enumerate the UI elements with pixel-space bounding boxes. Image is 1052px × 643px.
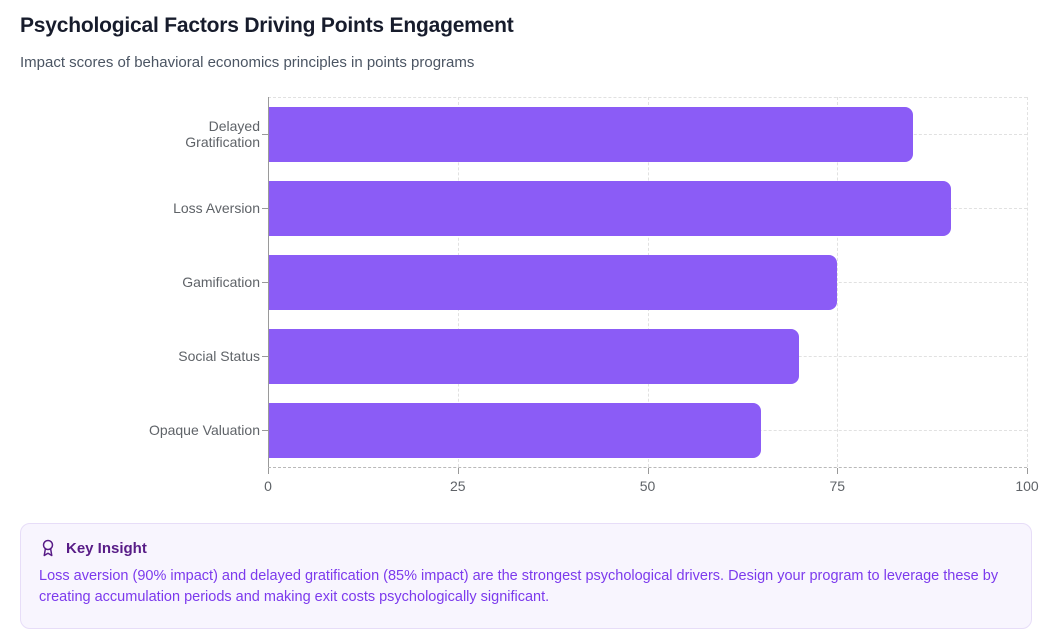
x-axis-label: 0 (264, 478, 272, 494)
page-title: Psychological Factors Driving Points Eng… (20, 14, 514, 37)
key-insight-text: Loss aversion (90% impact) and delayed g… (39, 568, 999, 605)
y-axis-tick (262, 208, 268, 209)
key-insight-title: Key Insight (66, 539, 147, 557)
y-axis-tick (262, 356, 268, 357)
page-subtitle: Impact scores of behavioral economics pr… (20, 54, 475, 71)
award-icon (39, 539, 57, 557)
y-axis-line (268, 97, 269, 473)
gridline-vertical (1027, 97, 1028, 467)
gridline-horizontal (268, 97, 1027, 98)
y-axis-label: Gamification (182, 273, 260, 290)
x-axis-label: 100 (1015, 478, 1039, 494)
bar-gamification[interactable] (268, 254, 838, 310)
y-axis-tick (262, 134, 268, 135)
bar-delayed-gratification[interactable] (268, 106, 914, 162)
key-insight-header: Key Insight (39, 539, 1013, 557)
x-axis-tick (457, 468, 459, 474)
bar-loss-aversion[interactable] (268, 180, 952, 236)
y-axis-label: Opaque Valuation (148, 421, 260, 438)
bar-opaque-valuation[interactable] (268, 402, 762, 458)
key-insight-card: Key Insight Loss aversion (90% impact) a… (20, 523, 1032, 629)
y-axis-label: Loss Aversion (173, 199, 260, 216)
y-axis-label: Delayed Gratification (185, 117, 260, 150)
y-axis-tick (262, 430, 268, 431)
x-axis-tick (268, 468, 269, 474)
x-axis-tick (1027, 468, 1028, 474)
x-axis-label: 50 (639, 478, 656, 494)
x-axis-label: 25 (449, 478, 466, 494)
x-axis-tick (837, 468, 839, 474)
y-axis-label: Social Status (178, 347, 260, 364)
y-axis-tick (262, 282, 268, 283)
bar-social-status[interactable] (268, 328, 800, 384)
bar-chart: Delayed Gratification Loss Aversion Gamifi… (149, 97, 1039, 494)
x-axis-tick (647, 468, 649, 474)
x-axis-line (268, 467, 1027, 468)
x-axis-label: 75 (829, 478, 846, 494)
